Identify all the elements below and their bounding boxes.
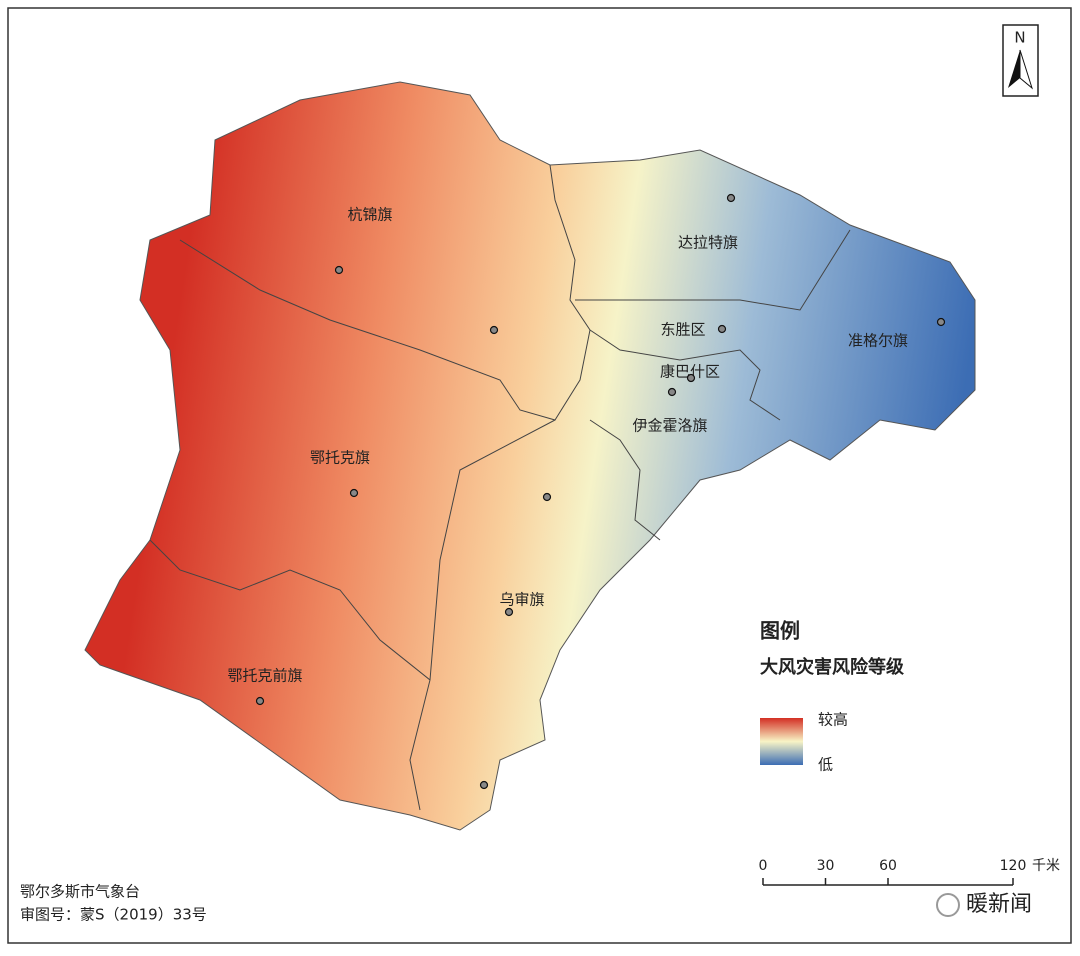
credit: 审图号：蒙S（2019）33号 <box>20 906 207 924</box>
region-label: 达拉特旗 <box>678 234 738 252</box>
city-dot <box>334 265 344 275</box>
scale-unit: 千米 <box>1032 858 1060 874</box>
scale-label: 60 <box>879 858 897 874</box>
region-label: 鄂托克旗 <box>310 449 370 467</box>
city-dot <box>686 373 696 383</box>
region-label: 康巴什区 <box>660 363 720 381</box>
region-label: 杭锦旗 <box>347 206 392 224</box>
legend-ramp <box>760 718 803 765</box>
city-dot <box>489 325 499 335</box>
city-dot <box>717 324 727 334</box>
region-label: 鄂托克前旗 <box>227 667 302 685</box>
city-dot <box>479 780 489 790</box>
region-label: 伊金霍洛旗 <box>632 417 707 435</box>
city-dot <box>504 607 514 617</box>
region-label: 准格尔旗 <box>848 332 908 350</box>
region-label: 乌审旗 <box>499 591 544 609</box>
city-dot <box>726 193 736 203</box>
scale-label: 0 <box>759 858 768 874</box>
north-label: N <box>1014 29 1025 47</box>
north-arrow <box>1008 50 1020 88</box>
frame <box>7 7 1072 944</box>
city-dot <box>349 488 359 498</box>
city-dot <box>667 387 677 397</box>
scale-label: 30 <box>817 858 835 874</box>
north-arrow <box>1019 49 1033 90</box>
legend-subtitle: 大风灾害风险等级 <box>760 656 905 678</box>
legend-title: 图例 <box>760 619 800 643</box>
region-label: 东胜区 <box>660 321 705 339</box>
risk-surface <box>84 81 976 831</box>
scale-label: 120 <box>1000 858 1027 874</box>
legend-low: 低 <box>818 756 833 774</box>
legend-high: 较高 <box>818 711 848 729</box>
credit: 鄂尔多斯市气象台 <box>20 883 140 901</box>
north-box <box>1002 24 1039 97</box>
city-dot <box>936 317 946 327</box>
watermark: 暖新闻 <box>966 892 1032 917</box>
city-dot <box>542 492 552 502</box>
boundaries <box>149 164 851 811</box>
city-dot <box>255 696 265 706</box>
watermark-icon <box>936 893 960 917</box>
